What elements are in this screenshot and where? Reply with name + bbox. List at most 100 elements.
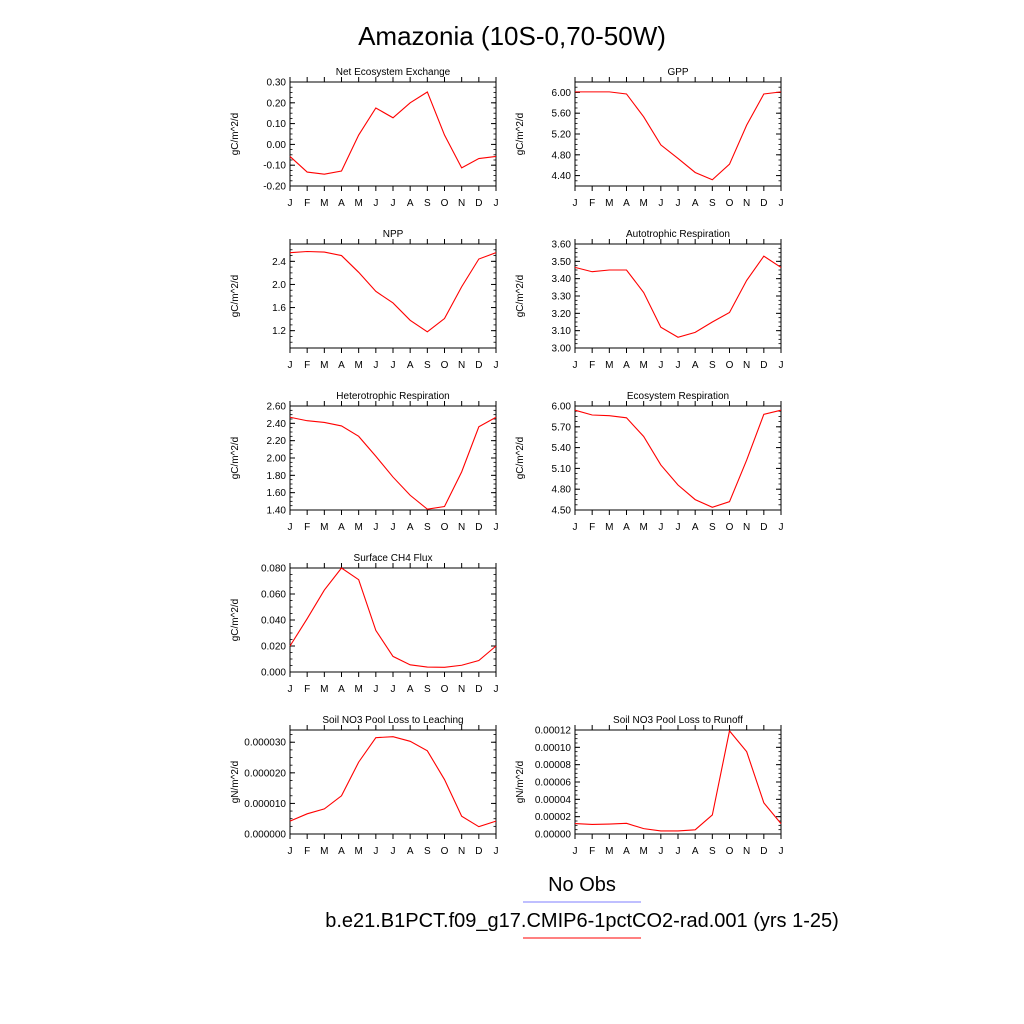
x-tick-label: J [391,198,396,209]
plot-frame [574,81,782,187]
x-tick-label: A [692,360,699,371]
y-tick-label: 4.80 [552,150,572,161]
x-tick-label: A [338,360,345,371]
y-tick-label: 0.00006 [535,778,572,789]
panel-soil-no3-pool-loss-to-leaching: Soil NO3 Pool Loss to Leaching gN/m^2/d0.… [230,715,499,857]
x-tick-label: F [304,360,310,371]
series-line [289,250,497,333]
y-tick-label: 5.60 [552,109,572,120]
x-tick-label: J [288,522,293,533]
x-tick-label: A [692,846,699,857]
x-tick-label: A [407,198,414,209]
x-tick-label: N [458,684,465,695]
panel-heterotrophic-respiration: Heterotrophic Respiration gC/m^2/d 1.40 1.6… [230,391,499,533]
x-tick-label: A [338,846,345,857]
x-tick-label: N [743,522,750,533]
y-tick-label: 6.00 [552,88,572,99]
x-tick-label: S [424,684,431,695]
y-tick-label: 0.080 [261,564,286,575]
y-tick-label: 1.40 [267,506,287,517]
x-tick-label: J [676,522,681,533]
x-tick-label: J [373,522,378,533]
x-tick-label: J [676,198,681,209]
x-tick-label: M [320,360,328,371]
y-axis-label: gC/m^2/d [230,599,241,642]
y-axis-label: gC/m^2/d [515,113,526,156]
y-tick-label: 1.2 [272,326,286,337]
x-tick-label: J [494,522,499,533]
x-tick-label: S [424,522,431,533]
x-tick-label: M [320,198,328,209]
x-tick-label: A [692,198,699,209]
y-tick-label: 0.000020 [244,768,286,779]
x-tick-label: N [743,198,750,209]
y-tick-label: 0.00000 [535,830,572,841]
y-tick-label: 0.00008 [535,760,572,771]
x-tick-label: O [441,360,449,371]
y-tick-label: 3.10 [552,326,572,337]
x-tick-label: J [658,198,663,209]
panel-title: Soil NO3 Pool Loss to Runoff [613,715,743,726]
x-tick-label: J [494,360,499,371]
y-tick-label: 5.70 [552,422,572,433]
x-tick-label: N [458,522,465,533]
panels: Net Ecosystem Exchange gC/m^2/d -0.20 -0.10… [230,67,784,857]
x-tick-label: J [573,846,578,857]
panel-title: Soil NO3 Pool Loss to Leaching [322,715,463,726]
y-tick-label: 0.00004 [535,795,572,806]
y-tick-label: 3.50 [552,257,572,268]
plot-frame [574,405,782,511]
x-tick-label: J [494,684,499,695]
x-tick-label: J [676,846,681,857]
x-tick-label: M [605,522,613,533]
x-tick-label: D [475,522,482,533]
x-tick-label: M [354,846,362,857]
y-tick-label: 0.00010 [535,743,572,754]
panel-title: Autotrophic Respiration [626,229,730,240]
x-tick-label: A [407,846,414,857]
x-tick-label: O [726,360,734,371]
y-tick-label: 5.40 [552,443,572,454]
y-tick-label: 0.060 [261,590,286,601]
x-tick-label: F [304,198,310,209]
x-tick-label: M [605,198,613,209]
y-axis-label: gN/m^2/d [230,761,241,804]
panel-surface-ch4-flux: Surface CH4 Flux gC/m^2/d 0.000 0.020 0.040 0… [230,553,499,695]
x-tick-label: N [743,360,750,371]
y-tick-label: 2.4 [272,257,286,268]
series-line [575,91,782,181]
x-tick-label: D [760,522,767,533]
x-tick-label: F [304,522,310,533]
y-tick-label: 3.40 [552,274,572,285]
y-tick-label: 5.20 [552,130,572,141]
x-tick-label: A [623,522,630,533]
plot-frame [289,243,497,349]
x-tick-label: J [573,522,578,533]
x-tick-label: F [589,360,595,371]
y-axis-label: gC/m^2/d [230,275,241,318]
panel-soil-no3-pool-loss-to-runoff: Soil NO3 Pool Loss to Runoff gN/m^2/d 0.00… [515,715,784,857]
x-tick-label: J [779,846,784,857]
x-tick-label: M [320,684,328,695]
x-tick-label: O [441,684,449,695]
x-tick-label: N [743,846,750,857]
x-tick-label: F [304,846,310,857]
x-tick-label: F [589,522,595,533]
x-tick-label: A [338,522,345,533]
y-tick-label: 2.60 [267,402,287,413]
y-axis-label: gN/m^2/d [515,761,526,804]
x-tick-label: J [391,684,396,695]
x-tick-label: M [354,198,362,209]
x-tick-label: J [494,198,499,209]
x-tick-label: J [288,198,293,209]
y-tick-label: 0.000 [261,668,286,679]
series-line [574,729,782,832]
y-tick-label: 0.30 [267,78,287,89]
x-tick-label: J [658,522,663,533]
plot-frame [289,81,497,187]
x-tick-label: J [779,360,784,371]
x-tick-label: J [288,684,293,695]
x-tick-label: D [475,684,482,695]
panel-net-ecosystem-exchange: Net Ecosystem Exchange gC/m^2/d -0.20 -0.10… [230,67,499,209]
